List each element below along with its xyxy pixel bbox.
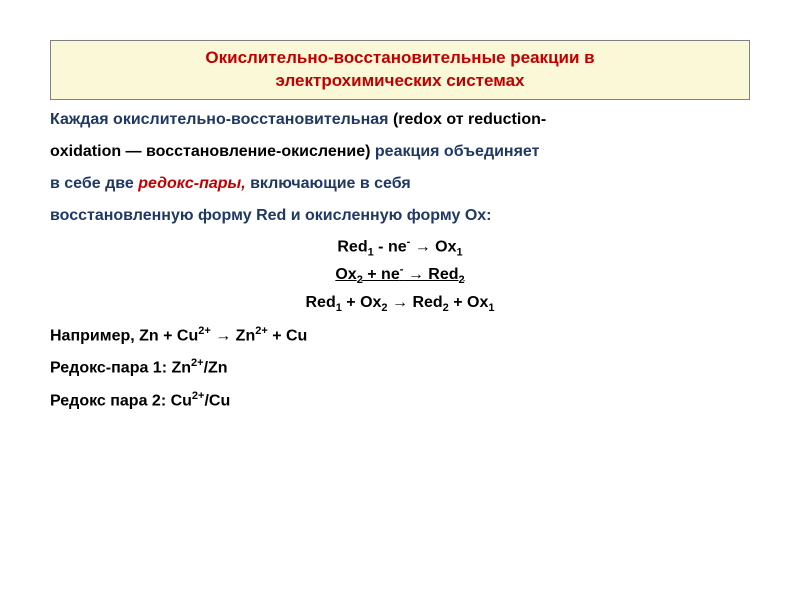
text-run: 1: [488, 302, 494, 314]
eq-2: Ox2 + ne- → Red2: [50, 262, 750, 290]
text-run: 1: [457, 246, 463, 258]
title-line-2: электрохимических системах: [59, 70, 741, 93]
para-4: восстановленную форму Red и окисленную ф…: [50, 200, 750, 232]
text-run: 2+: [255, 325, 268, 337]
text-run: включающие в себя: [246, 175, 411, 192]
text-run: → Ox: [410, 238, 456, 255]
text-run: Редокс-пара 1: Zn: [50, 360, 191, 377]
text-run: Например, Zn + Cu: [50, 327, 198, 344]
para-3: в себе две редокс-пары, включающие в себ…: [50, 168, 750, 200]
text-run: 2+: [198, 325, 211, 337]
title-line-1: Окислительно-восстановительные реакции в: [59, 47, 741, 70]
text-run: редокс-пары,: [138, 175, 245, 192]
redox-pair-1: Редокс-пара 1: Zn2+/Zn: [50, 352, 750, 384]
content: Каждая окислительно-восстановительная (r…: [50, 104, 750, 417]
para-1: Каждая окислительно-восстановительная (r…: [50, 104, 750, 136]
text-run: → Red: [403, 266, 458, 283]
text-run: 2+: [192, 390, 205, 402]
text-run: в себе две: [50, 175, 138, 192]
text-run: Каждая окислительно-восстановительная: [50, 111, 393, 128]
equations: Red1 - ne- → Ox1 Ox2 + ne- → Red2 Red1 +…: [50, 234, 750, 318]
text-run: + Ox: [342, 294, 382, 311]
text-run: Ox: [335, 266, 356, 283]
text-run: (redox от reduction-: [393, 111, 546, 128]
text-run: /Zn: [204, 360, 228, 377]
text-run: + Cu: [268, 327, 308, 344]
text-run: - ne: [374, 238, 407, 255]
text-run: Red: [337, 238, 367, 255]
title-box: Окислительно-восстановительные реакции в…: [50, 40, 750, 100]
text-run: /Cu: [204, 392, 230, 409]
text-run: 2: [459, 275, 465, 287]
example-line: Например, Zn + Cu2+ → Zn2+ + Cu: [50, 320, 750, 352]
text-run: → Red: [388, 294, 443, 311]
text-run: + Ox: [449, 294, 489, 311]
text-run: Red: [305, 294, 335, 311]
text-run: oxidation — восстановление-окисление): [50, 143, 370, 160]
para-2: oxidation — восстановление-окисление) ре…: [50, 136, 750, 168]
eq-3: Red1 + Ox2 → Red2 + Ox1: [50, 290, 750, 318]
text-run: восстановленную форму Red и окисленную ф…: [50, 207, 491, 224]
text-run: реакция объединяет: [370, 143, 539, 160]
text-run: Редокс пара 2: Cu: [50, 392, 192, 409]
text-run: → Zn: [211, 327, 255, 344]
slide: Окислительно-восстановительные реакции в…: [0, 0, 800, 417]
eq-2-underline: Ox2 + ne- → Red2: [335, 266, 464, 283]
redox-pair-2: Редокс пара 2: Cu2+/Cu: [50, 385, 750, 417]
text-run: 2+: [191, 357, 204, 369]
eq-1: Red1 - ne- → Ox1: [50, 234, 750, 262]
text-run: + ne: [363, 266, 400, 283]
